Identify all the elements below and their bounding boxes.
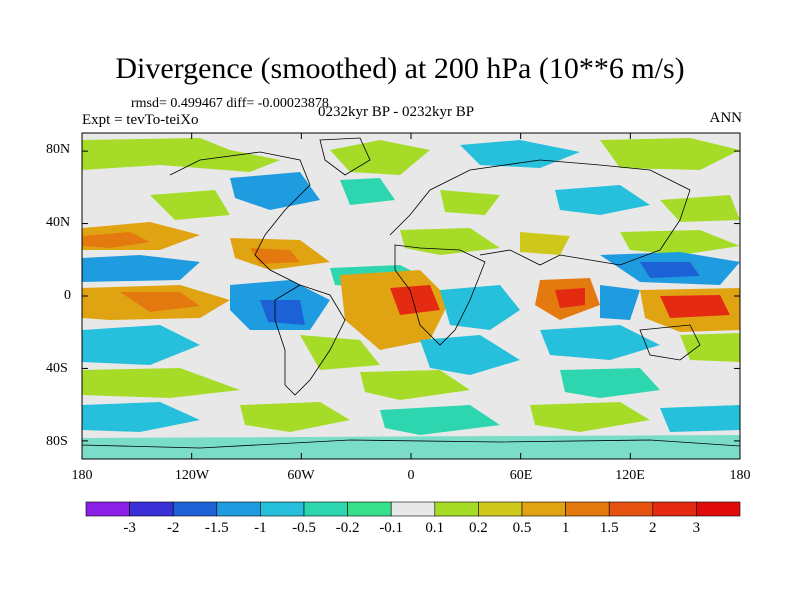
colorbar-swatch — [434, 501, 479, 517]
colorbar-label: -1 — [254, 520, 267, 536]
lon-label-120w: 120W — [174, 468, 210, 483]
colorbar-label: -3 — [123, 520, 136, 536]
colorbar-label: 0.5 — [512, 520, 532, 536]
lat-label-0: 0 — [64, 288, 71, 303]
colorbar-swatch — [347, 501, 392, 517]
colorbar-label: 0.1 — [425, 520, 445, 536]
rmsd-label: rmsd= 0.499467 diff= -0.00023878 — [131, 96, 329, 111]
experiment-label: Expt = tevTo-teiXo — [82, 112, 199, 128]
colorbar-swatch — [521, 501, 566, 517]
map-title: Divergence (smoothed) at 200 hPa (10**6 … — [115, 52, 685, 85]
divergence-field — [82, 133, 740, 459]
colorbar-label: -0.2 — [335, 520, 360, 536]
colorbar-swatch — [303, 501, 348, 517]
lat-label-40n: 40N — [46, 215, 71, 230]
colorbar-swatch — [565, 501, 610, 517]
colorbar-label: -0.1 — [379, 520, 404, 536]
lat-label-40s: 40S — [46, 361, 68, 376]
colorbar-label: 2 — [649, 520, 657, 536]
lon-label-60w: 60W — [287, 468, 315, 483]
colorbar-label: -0.5 — [292, 520, 316, 536]
season-label: ANN — [709, 110, 743, 126]
colorbar-label: 1.5 — [599, 520, 619, 536]
colorbar-label: -2 — [166, 520, 180, 536]
colorbar-swatch — [390, 501, 436, 517]
lat-label-80n: 80N — [46, 142, 71, 157]
period-label: 0232kyr BP - 0232kyr BP — [318, 104, 475, 120]
colorbar-swatch — [260, 501, 305, 517]
colorbar-swatch — [696, 501, 741, 517]
axis-ticks — [81, 133, 741, 459]
colorbar-swatch — [129, 501, 174, 517]
colorbar-label: 3 — [692, 520, 701, 536]
lon-label-180e: 180 — [729, 468, 751, 483]
colorbar-label: -1.5 — [204, 520, 229, 536]
lon-label-60e: 60E — [509, 468, 533, 483]
lat-label-80s: 80S — [46, 434, 68, 449]
colorbar-swatch — [216, 501, 261, 517]
colorbar-swatch — [85, 501, 130, 517]
lon-label-0: 0 — [407, 468, 415, 483]
coastlines — [82, 137, 740, 449]
colorbar-swatch — [608, 501, 654, 517]
colorbar-swatch — [652, 501, 697, 517]
lon-label-180w: 180 — [71, 468, 93, 483]
colorbar-label: 0.2 — [469, 520, 488, 536]
colorbar-swatch — [172, 501, 218, 517]
lon-label-120e: 120E — [615, 468, 645, 483]
colorbar-label: 1 — [561, 520, 570, 536]
colorbar-swatch — [478, 501, 523, 517]
colorbar — [85, 501, 741, 517]
